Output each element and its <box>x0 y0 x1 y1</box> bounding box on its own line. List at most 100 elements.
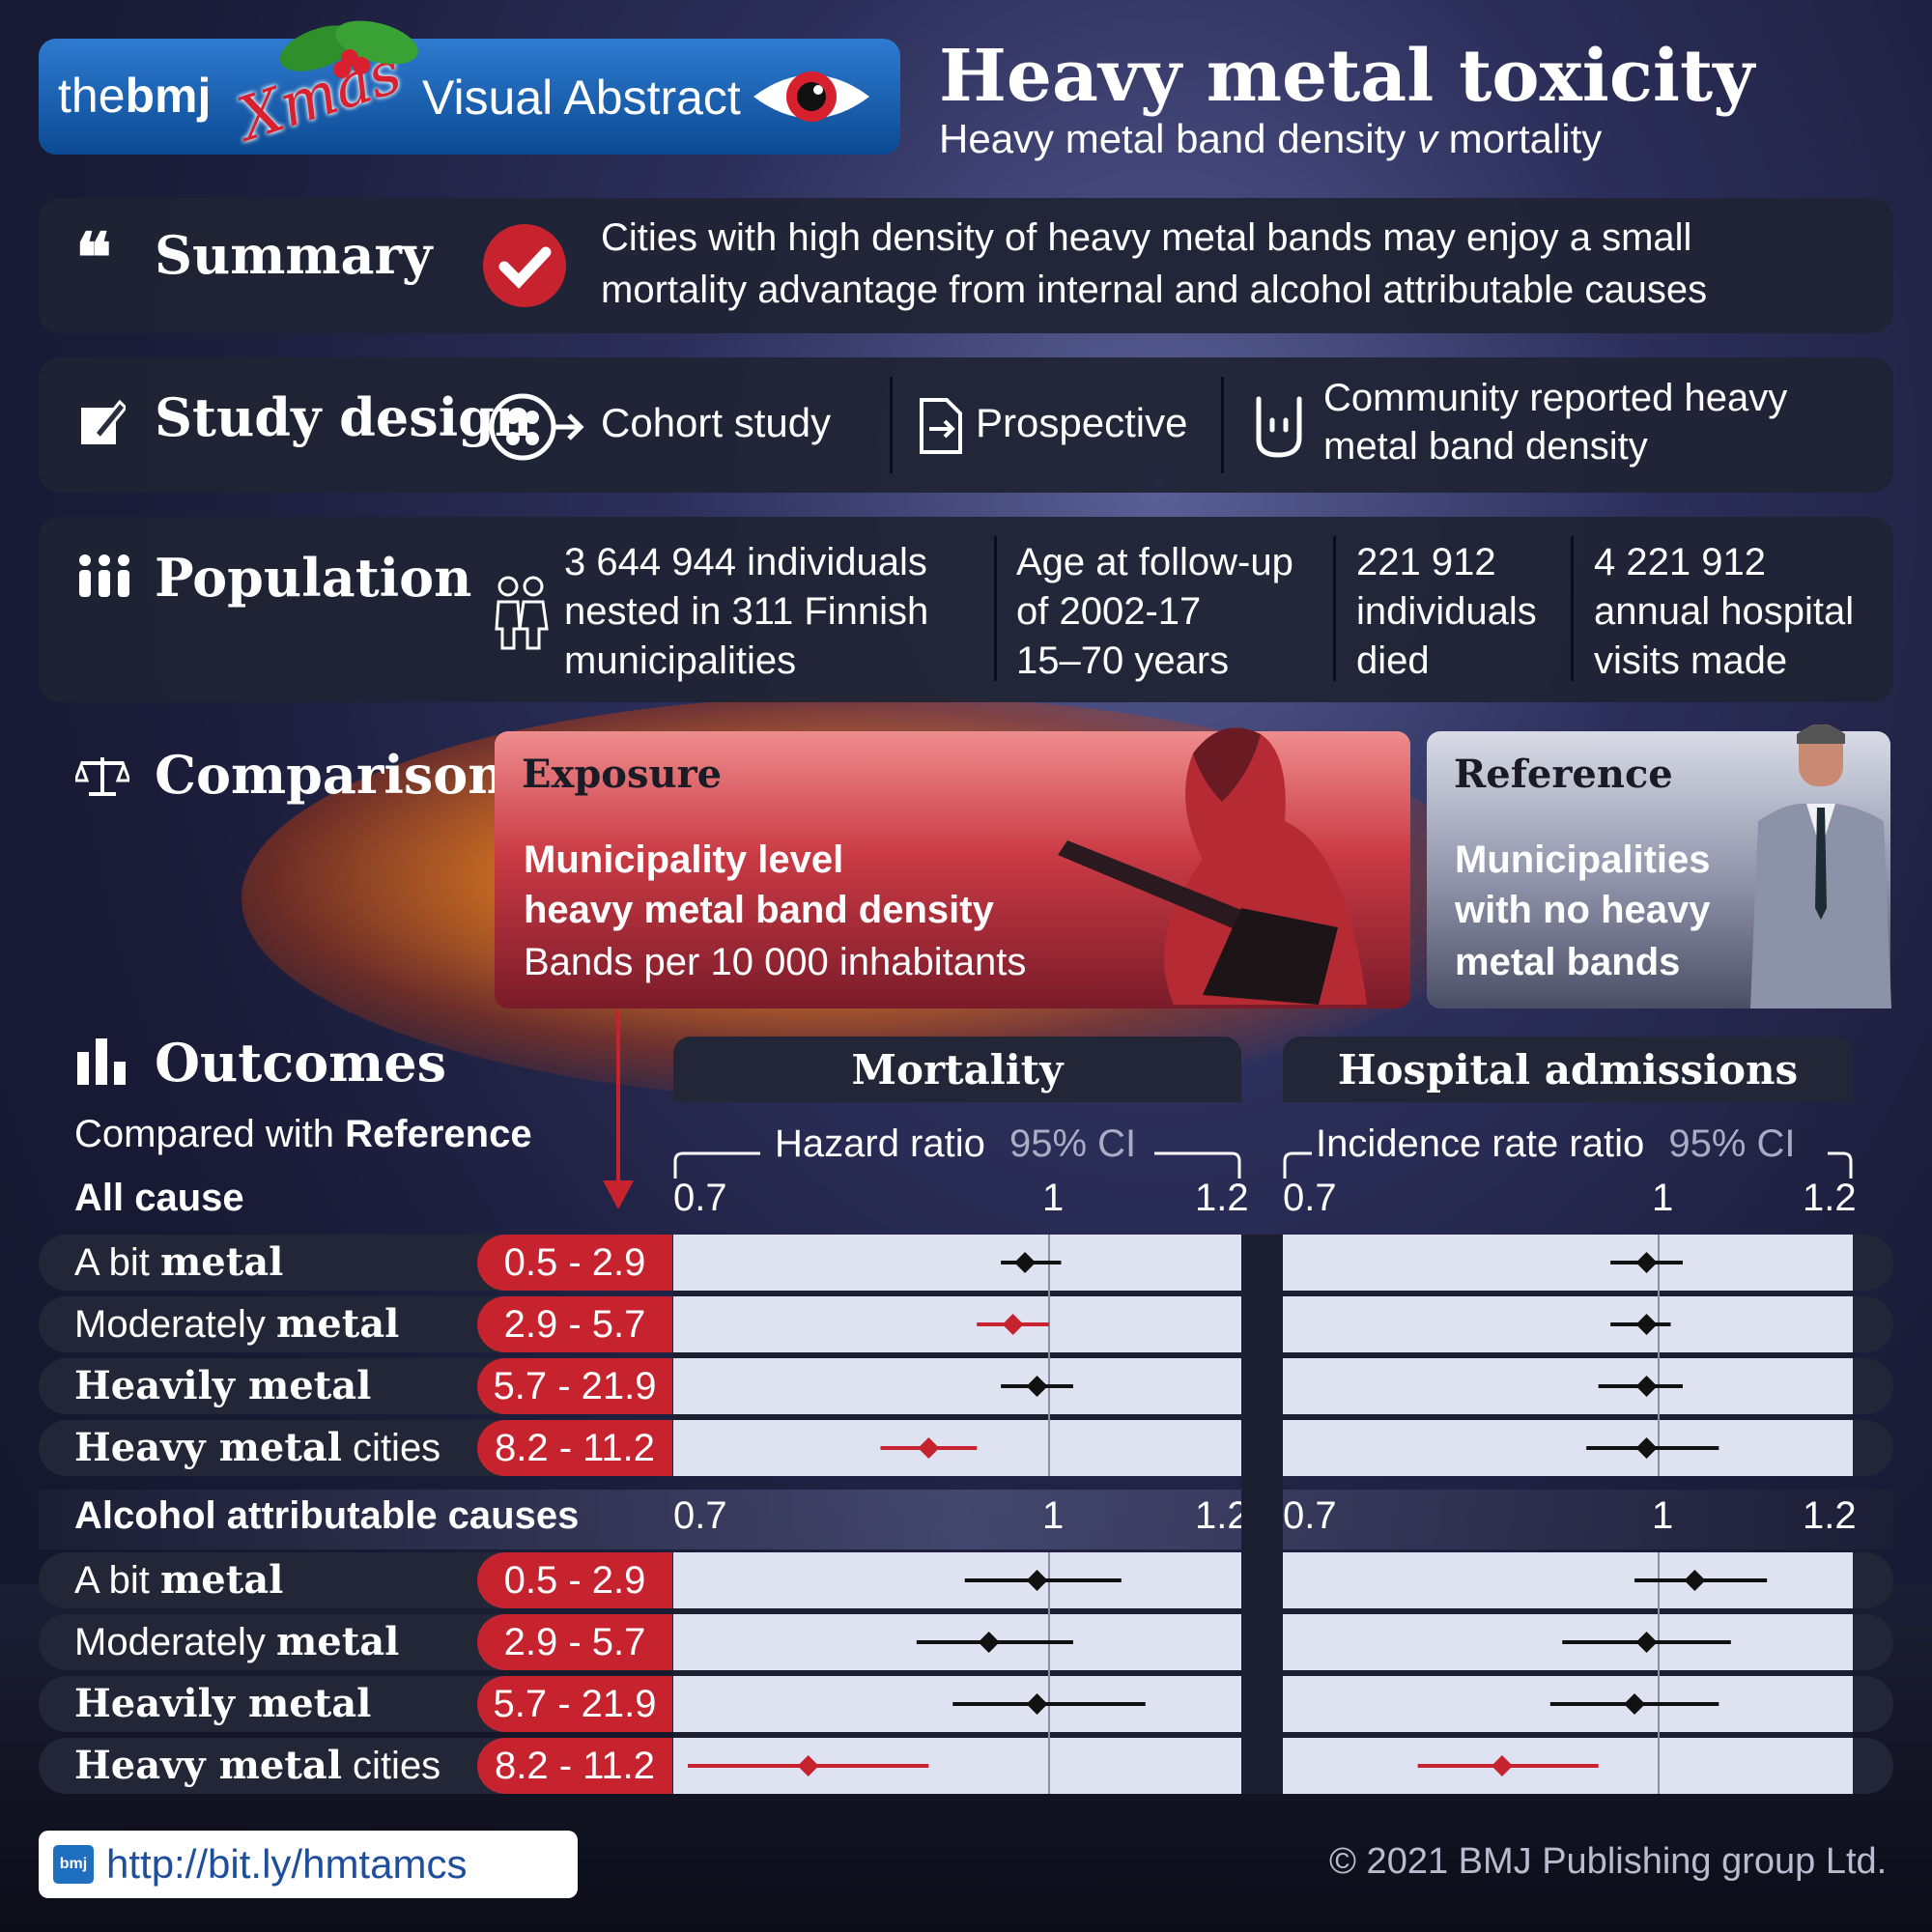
row-label-metal: Heavily metal <box>74 1681 372 1726</box>
estimate-point <box>1002 1314 1024 1335</box>
population-age-label: Age at follow-up <box>1016 541 1293 583</box>
estimate-point <box>1635 1314 1658 1335</box>
estimate-point <box>1014 1252 1037 1273</box>
summary-panel <box>39 198 1893 333</box>
row-label-metal: Heavily metal <box>74 1363 372 1408</box>
group-title-alcohol: Alcohol attributable causes <box>74 1494 580 1537</box>
estimate-point <box>1026 1570 1048 1591</box>
exposure-title: Exposure <box>522 752 723 797</box>
column-gap <box>1241 1235 1283 1794</box>
guitarist-icon <box>1058 727 1367 1005</box>
hr-label: Hazard ratio 95% CI <box>775 1122 1136 1166</box>
row-label-pre: A bit <box>74 1241 160 1284</box>
population-died-label-2: died <box>1356 639 1430 682</box>
subtitle-pre: Heavy metal band density <box>939 116 1417 161</box>
row-label: Heavy metal cities <box>74 1425 440 1470</box>
subtitle-v: v <box>1416 116 1437 161</box>
population-col-1: 3 644 944 individuals nested in 311 Finn… <box>564 538 928 686</box>
estimate-point <box>1635 1437 1658 1459</box>
row-label: Moderately metal <box>74 1301 399 1347</box>
link-box[interactable] <box>39 1831 578 1898</box>
page-subtitle: Heavy metal band density v mortality <box>939 116 1602 162</box>
divider <box>1571 536 1574 681</box>
footer-link[interactable]: http://bit.ly/hmtamcs <box>106 1841 468 1887</box>
population-panel <box>39 517 1893 702</box>
row-label-metal: Heavy metal <box>74 1743 342 1788</box>
row-label: A bit metal <box>74 1239 283 1285</box>
tick-hospital-alc-1: 1 <box>1652 1494 1674 1537</box>
summary-line-1: Cities with high density of heavy metal … <box>601 216 1692 259</box>
row-label-metal: metal <box>275 1301 400 1347</box>
scales-icon <box>75 757 129 796</box>
density-range: 0.5 - 2.9 <box>477 1235 672 1291</box>
density-range: 5.7 - 21.9 <box>477 1358 672 1414</box>
outcomes-heading: Outcomes <box>155 1032 447 1094</box>
tick-hospital-all-0.7: 0.7 <box>1283 1177 1337 1219</box>
reference-line-3: metal bands <box>1455 941 1681 983</box>
hospital-column-header: Hospital admissions <box>1283 1037 1853 1102</box>
people-icon <box>79 554 129 597</box>
rock-hand-icon <box>1256 396 1302 458</box>
population-visits-count: 4 221 912 <box>1594 541 1766 583</box>
estimate-point <box>1491 1755 1513 1776</box>
divider <box>994 536 997 681</box>
cohort-icon <box>489 393 584 461</box>
divider <box>1221 377 1224 473</box>
exposure-line-3: Bands per 10 000 inhabitants <box>524 941 1027 983</box>
subtitle-post: mortality <box>1436 116 1603 161</box>
brand-bmj: bmj <box>125 69 212 123</box>
population-visits-label: annual hospital <box>1594 590 1855 633</box>
row-label-pre: Moderately <box>74 1303 276 1346</box>
compared-with: Compared with Reference <box>74 1113 532 1156</box>
row-label-metal: metal <box>159 1557 284 1603</box>
population-heading: Population <box>155 547 472 609</box>
estimate-point <box>1026 1693 1048 1715</box>
copyright: © 2021 BMJ Publishing group Ltd. <box>1329 1841 1888 1882</box>
tick-hospital-alc-0.7: 0.7 <box>1283 1494 1337 1537</box>
quote-icon: ❝ <box>75 217 112 298</box>
row-label-metal: Heavy metal <box>74 1425 342 1470</box>
row-label: Heavily metal <box>74 1681 371 1726</box>
population-individuals: 3 644 944 individuals <box>564 541 927 583</box>
row-label: Heavily metal <box>74 1363 371 1408</box>
row-label-post: cities <box>341 1427 441 1469</box>
density-range: 0.5 - 2.9 <box>477 1552 672 1608</box>
estimate-point <box>918 1437 940 1459</box>
irr-label-text: Incidence rate ratio <box>1316 1122 1645 1165</box>
irr-bracket <box>1283 1151 1853 1179</box>
two-people-icon <box>495 576 549 650</box>
population-age-range: 15–70 years <box>1016 639 1230 682</box>
row-label: A bit metal <box>74 1557 283 1603</box>
density-range: 5.7 - 21.9 <box>477 1676 672 1732</box>
bmj-small-icon: bmj <box>53 1845 94 1884</box>
study-design-panel <box>39 357 1893 493</box>
holly-icon <box>279 20 418 78</box>
mortality-column-header: Mortality <box>673 1037 1241 1102</box>
irr-label: Incidence rate ratio 95% CI <box>1316 1122 1796 1166</box>
row-label: Heavy metal cities <box>74 1743 440 1788</box>
tick-mortality-alc-0.7: 0.7 <box>673 1494 727 1537</box>
brand-visual-abstract: Visual Abstract <box>422 71 741 125</box>
estimate-point <box>1635 1376 1658 1397</box>
population-municipalities: municipalities <box>564 639 797 682</box>
group-title-all-cause: All cause <box>74 1177 244 1219</box>
irr-ci-text: 95% CI <box>1668 1122 1796 1165</box>
study-design-prospective: Prospective <box>976 400 1188 445</box>
study-design-heading: Study design <box>155 386 533 448</box>
exposure-line-2: heavy metal band density <box>524 889 994 931</box>
hr-label-text: Hazard ratio <box>775 1122 985 1165</box>
population-died-label: individuals <box>1356 590 1537 633</box>
check-icon <box>483 224 566 307</box>
compared-ref: Reference <box>345 1113 532 1155</box>
tick-mortality-all-0.7: 0.7 <box>673 1177 727 1219</box>
estimate-point <box>1635 1252 1658 1273</box>
tick-hospital-all-1: 1 <box>1652 1177 1674 1219</box>
population-col-3: 221 912 individuals died <box>1356 538 1537 686</box>
divider <box>1333 536 1336 681</box>
population-died-count: 221 912 <box>1356 541 1496 583</box>
population-nested: nested in 311 Finnish <box>564 590 929 633</box>
summary-line-2: mortality advantage from internal and al… <box>601 269 1708 311</box>
hr-bracket <box>673 1151 1241 1179</box>
brand-the: the <box>58 69 126 123</box>
